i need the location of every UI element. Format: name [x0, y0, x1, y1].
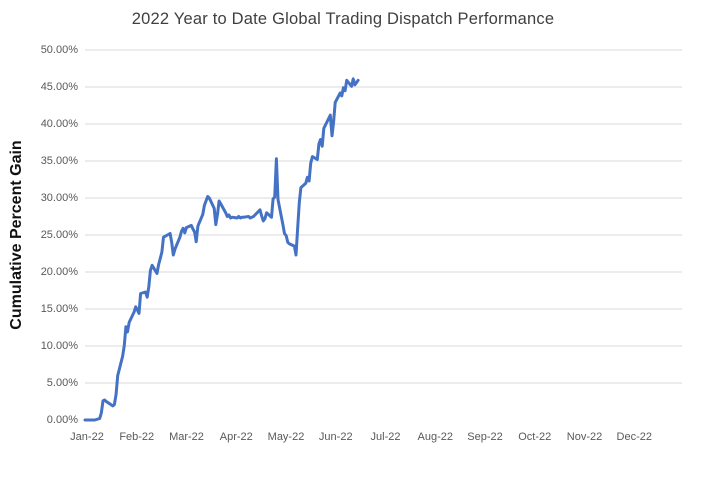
x-tick-label: Aug-22: [417, 431, 453, 443]
x-tick-label: Nov-22: [566, 431, 603, 443]
y-tick-label: 50.00%: [40, 44, 78, 56]
x-tick-label: Feb-22: [119, 431, 155, 443]
y-tick-label: 40.00%: [40, 118, 78, 130]
gridlines: [85, 49, 682, 384]
x-tick-label: Mar-22: [169, 431, 204, 443]
y-tick-label: 20.00%: [40, 266, 78, 278]
x-tick-label: Jan-22: [70, 431, 104, 443]
y-tick-label: 45.00%: [40, 81, 78, 93]
y-tick-label: 10.00%: [40, 340, 78, 352]
y-tick-label: 5.00%: [46, 377, 78, 389]
y-tick-label: 15.00%: [40, 303, 78, 315]
y-tick-label: 0.00%: [46, 414, 78, 426]
series-line-cumulative-gain: [83, 77, 360, 422]
y-tick-label: 25.00%: [40, 229, 78, 241]
x-tick-label: Dec-22: [616, 431, 652, 443]
x-tick-label: Jul-22: [370, 431, 401, 443]
x-tick-label: May-22: [267, 431, 305, 443]
x-tick-label: Oct-22: [518, 431, 552, 443]
x-tick-label: Sep-22: [467, 431, 503, 443]
chart-title: 2022 Year to Date Global Trading Dispatc…: [131, 10, 555, 28]
x-tick-label: Apr-22: [219, 431, 253, 443]
y-tick-label: 35.00%: [40, 155, 78, 167]
x-tick-label: Jun-22: [318, 431, 353, 443]
y-tick-label: 30.00%: [40, 192, 78, 204]
